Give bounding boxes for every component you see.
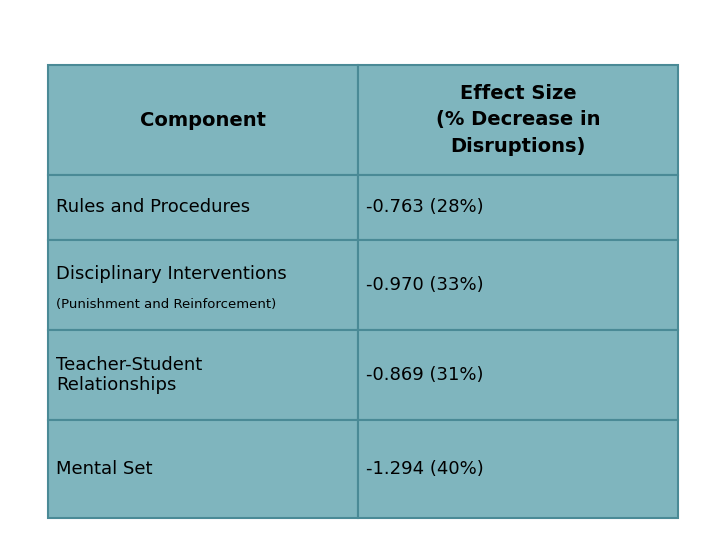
Bar (358, 420, 678, 518)
Bar (358, 175, 678, 240)
Text: Rules and Procedures: Rules and Procedures (56, 199, 250, 217)
Bar (358, 65, 678, 175)
Bar (48, 330, 358, 420)
Bar (358, 240, 678, 330)
Text: Teacher-Student
Relationships: Teacher-Student Relationships (56, 356, 202, 394)
Text: Component: Component (140, 111, 266, 130)
Text: Disciplinary Interventions: Disciplinary Interventions (56, 265, 287, 283)
Text: Mental Set: Mental Set (56, 460, 153, 478)
Text: -0.970 (33%): -0.970 (33%) (366, 276, 484, 294)
Text: -0.763 (28%): -0.763 (28%) (366, 199, 484, 217)
Bar (48, 65, 358, 175)
Bar (358, 330, 678, 420)
Bar (48, 240, 358, 330)
Bar (48, 420, 358, 518)
Text: -1.294 (40%): -1.294 (40%) (366, 460, 484, 478)
Bar (48, 175, 358, 240)
Text: Effect Size
(% Decrease in
Disruptions): Effect Size (% Decrease in Disruptions) (436, 84, 600, 156)
Text: (Punishment and Reinforcement): (Punishment and Reinforcement) (56, 298, 276, 311)
Text: -0.869 (31%): -0.869 (31%) (366, 366, 484, 384)
